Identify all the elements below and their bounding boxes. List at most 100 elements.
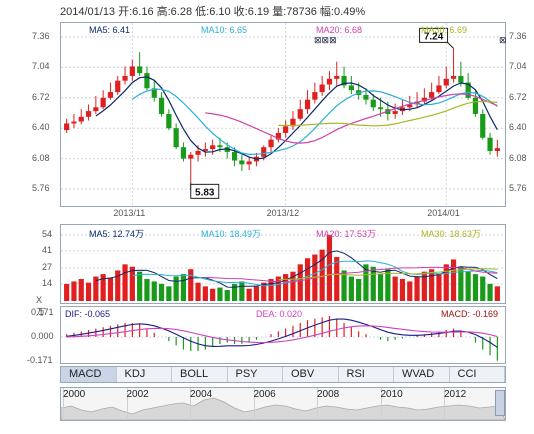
price-panel[interactable]: 7.24 5.83 MA5: 6.41 MA10: 6.65 MA20: 6.68… (60, 22, 507, 207)
volume-bar (487, 283, 493, 301)
timeline-year-label: 2000 (63, 389, 86, 400)
volume-bar (319, 249, 325, 301)
price-chart: 7.24 5.83 (61, 23, 505, 206)
macd-chart (61, 315, 505, 361)
event-markers-icon[interactable]: ⊠⊠⊠ (314, 35, 337, 45)
candle-body (458, 75, 464, 83)
vol-ma5-label: MA5: 12.74万 (89, 229, 145, 239)
candle-body (443, 78, 449, 86)
volume-bar (334, 257, 340, 301)
vol-ma20-line (205, 266, 498, 283)
tab-boll[interactable]: BOLL (172, 367, 228, 382)
volume-bar (115, 270, 121, 301)
ma20-label: MA20: 6.68 (316, 25, 363, 35)
tab-rsi[interactable]: RSI (339, 367, 394, 382)
volume-bar (414, 276, 420, 301)
candle-body (188, 154, 194, 159)
volume-y-tick: 54 (42, 229, 53, 239)
candle-body (494, 148, 500, 151)
vol-ma5-line (95, 250, 498, 288)
timeline-year-label: 2008 (317, 389, 340, 400)
timeline-year-label: 2006 (253, 389, 276, 400)
low-callout-text: 5.83 (195, 187, 215, 198)
candle-body (436, 85, 442, 93)
timeline-year-tick (63, 388, 64, 420)
tab-wvad[interactable]: WVAD (394, 367, 450, 382)
timeline-range-handle[interactable] (495, 390, 505, 416)
price-x-tick: 2013/11 (113, 208, 146, 218)
volume-bar (158, 283, 165, 301)
price-y-tick: 5.76 (32, 183, 50, 193)
volume-bar (421, 271, 427, 301)
candle-body (421, 97, 427, 102)
candle-body (64, 123, 70, 131)
macd-y-tick: 0.000 (31, 331, 54, 341)
volume-bar (180, 274, 187, 301)
candle-body (363, 94, 369, 100)
candle-body (312, 92, 318, 100)
candle-body (195, 151, 201, 155)
candle-body (283, 126, 289, 133)
candle-body (487, 137, 493, 151)
tab-obv[interactable]: OBV (283, 367, 339, 382)
price-y-tick: 6.72 (32, 91, 50, 102)
dif-line (66, 318, 498, 348)
price-y-tick-right: 7.36 (509, 31, 527, 41)
volume-bar (85, 282, 92, 301)
candle-body (326, 78, 333, 85)
low-callout-box (190, 183, 220, 199)
candle-body (429, 92, 435, 98)
volume-bar (231, 283, 238, 301)
volume-bar (283, 274, 289, 301)
candle-body (180, 147, 187, 159)
volume-bar (100, 274, 106, 301)
tab-kdj[interactable]: KDJ (117, 367, 172, 382)
volume-bar (436, 274, 442, 301)
volume-bar (107, 277, 114, 301)
price-y-tick-right: 5.76 (509, 183, 527, 193)
candle-body (173, 128, 179, 148)
timeline-year-label: 2012 (444, 389, 467, 400)
volume-bar (173, 276, 179, 301)
tab-cci[interactable]: CCI (450, 367, 505, 382)
candle-body (78, 116, 84, 122)
volume-bar (268, 279, 274, 301)
event-marker-icon[interactable]: ⊠ (499, 35, 507, 45)
volume-y-tick: 14 (42, 277, 53, 288)
volume-bar (93, 276, 99, 301)
volume-bar (195, 282, 201, 301)
timeline-year-tick (380, 388, 382, 420)
candle-body (231, 151, 238, 161)
price-y-tick-right: 6.08 (509, 152, 527, 163)
candle-body (224, 147, 230, 152)
candle-body (115, 80, 121, 93)
candle-body (151, 88, 157, 98)
ma10-line (131, 88, 498, 156)
volume-bar (144, 279, 150, 301)
timeline-year-label: 2004 (190, 389, 213, 400)
candle-body (85, 111, 92, 117)
volume-bar (275, 276, 281, 301)
candle-body (71, 121, 77, 124)
tab-macd[interactable]: MACD (61, 367, 117, 382)
price-y-tick: 6.40 (32, 122, 50, 133)
timeline-navigator[interactable]: 2000 2002 2004 2006 2008 2010 2012 (60, 387, 506, 421)
volume-bar (202, 286, 208, 301)
high-callout-leader (447, 42, 454, 49)
macd-y-tick: 0.171 (31, 307, 54, 317)
timeline-year-tick (190, 388, 191, 420)
macd-panel[interactable]: DIF: -0.065 DEA: 0.020 MACD: -0.169 (60, 306, 506, 364)
volume-bar (261, 282, 267, 301)
volume-bar (407, 281, 413, 301)
volume-bar (122, 264, 128, 301)
price-y-tick-right: 7.04 (509, 61, 527, 72)
volume-bar (129, 266, 135, 301)
volume-panel[interactable]: MA5: 12.74万 MA10: 18.49万 MA20: 17.53万 MA… (60, 224, 506, 304)
volume-bar (494, 286, 500, 301)
volume-bar (297, 264, 303, 301)
tab-psy[interactable]: PSY (228, 367, 283, 382)
dea-line (66, 325, 498, 344)
volume-bar (151, 281, 157, 301)
volume-bar (326, 235, 333, 301)
candle-body (472, 97, 479, 114)
